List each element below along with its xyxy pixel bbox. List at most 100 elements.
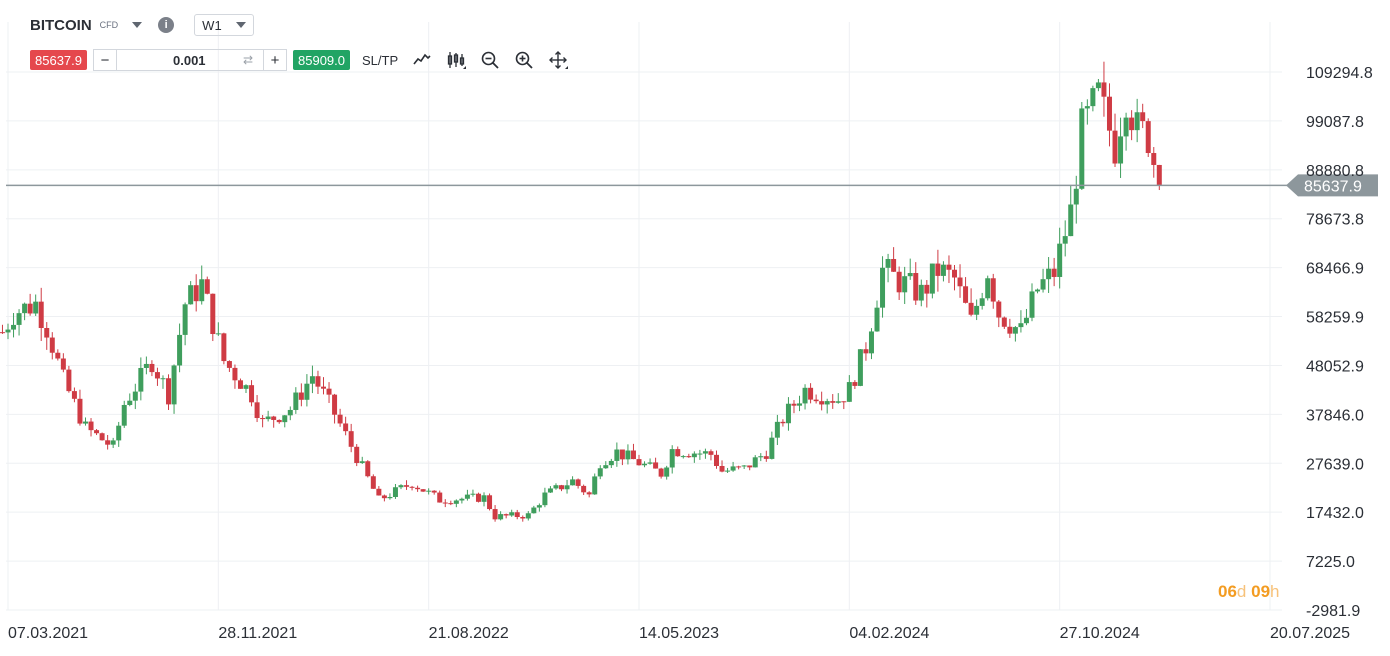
- candle-body: [835, 401, 841, 403]
- candle-body: [448, 503, 454, 505]
- candle-body: [918, 284, 924, 301]
- increase-button[interactable]: +: [270, 51, 280, 69]
- candle-body: [592, 476, 598, 495]
- candle-body: [946, 264, 952, 270]
- candle-body: [210, 293, 216, 335]
- sell-button[interactable]: 85637.9: [30, 50, 87, 70]
- quantity-stepper[interactable]: − 0.001 ⇄ +: [93, 49, 287, 71]
- candle-body: [614, 449, 620, 461]
- y-tick-label: 37846.0: [1306, 407, 1364, 424]
- y-tick-label: 17432.0: [1306, 505, 1364, 522]
- candle-body: [1079, 108, 1085, 189]
- decrease-button[interactable]: −: [100, 51, 110, 69]
- candlestick-icon[interactable]: [446, 50, 467, 70]
- y-tick-label: 68466.9: [1306, 261, 1364, 278]
- candle-body: [232, 367, 238, 381]
- x-tick-label: 28.11.2021: [218, 625, 297, 642]
- move-icon[interactable]: [548, 50, 569, 70]
- candle-body: [802, 387, 808, 404]
- candle-body: [321, 386, 326, 389]
- candle-body: [769, 437, 775, 459]
- candle-body: [1118, 136, 1124, 164]
- candle-body: [376, 488, 382, 496]
- current-price-tag: [1286, 174, 1378, 197]
- candle-body: [813, 399, 819, 402]
- candle-body: [475, 493, 481, 502]
- candle-body: [1073, 188, 1079, 205]
- candle-body: [846, 382, 852, 402]
- candle-body: [747, 465, 753, 468]
- candle-body: [431, 490, 437, 493]
- candle-body: [1084, 106, 1090, 109]
- candle-body: [260, 418, 266, 420]
- buy-button[interactable]: 85909.0: [293, 50, 350, 70]
- timer-days-unit: d: [1236, 582, 1247, 601]
- candle-body: [520, 517, 526, 519]
- candle-body: [1029, 291, 1035, 318]
- candle-body: [243, 385, 249, 389]
- candle-body: [22, 303, 28, 314]
- candle-body: [82, 421, 88, 424]
- candle-body: [597, 468, 603, 477]
- candle-body: [503, 514, 509, 516]
- candle-body: [1140, 112, 1146, 122]
- candle-body: [492, 509, 498, 520]
- candle-countdown-timer: 06d 09h: [1218, 582, 1280, 602]
- y-tick-label: 88880.8: [1306, 163, 1364, 180]
- candle-body: [680, 456, 686, 458]
- candle-body: [664, 467, 670, 477]
- candle-body: [636, 459, 642, 466]
- candle-body: [758, 456, 764, 458]
- candle-body: [929, 263, 935, 294]
- chevron-down-icon: [236, 22, 247, 28]
- candle-body: [154, 372, 160, 379]
- candle-body: [996, 301, 1002, 318]
- candle-body: [298, 392, 304, 400]
- sltp-button[interactable]: SL/TP: [362, 52, 399, 68]
- candle-body: [116, 425, 122, 441]
- info-icon[interactable]: i: [158, 17, 175, 33]
- candle-body: [913, 273, 919, 301]
- candle-body: [1040, 279, 1046, 290]
- candle-body: [509, 512, 515, 516]
- current-price-line: 85637.9: [6, 174, 1378, 197]
- candle-body: [470, 493, 476, 495]
- candle-body: [1012, 327, 1018, 334]
- symbol-dropdown-icon[interactable]: [132, 22, 143, 28]
- candle-body: [16, 313, 22, 325]
- candle-body: [110, 440, 116, 445]
- candle-body: [752, 457, 758, 468]
- candle-body: [0, 332, 5, 334]
- candle-body: [1129, 117, 1135, 131]
- zoom-in-icon[interactable]: [514, 50, 534, 70]
- candle-body: [404, 485, 410, 487]
- swap-icon[interactable]: ⇄: [242, 53, 253, 67]
- zoom-out-icon[interactable]: [480, 50, 500, 70]
- timeframe-select[interactable]: W1: [194, 14, 255, 36]
- candle-body: [581, 485, 587, 493]
- symbol-name: BITCOIN: [30, 16, 92, 34]
- candle-body: [730, 466, 736, 471]
- quantity-field[interactable]: 0.001 ⇄: [116, 50, 264, 70]
- candle-body: [487, 495, 493, 510]
- candle-body: [824, 401, 830, 405]
- candle-body: [570, 479, 576, 486]
- y-tick-label: 58259.9: [1306, 310, 1364, 327]
- candle-body: [237, 380, 243, 389]
- trade-bar: 85637.9 − 0.001 ⇄ + 85909.0 SL/TP: [30, 47, 569, 73]
- candlestick-series: [0, 61, 1162, 522]
- candle-body: [453, 500, 459, 504]
- candle-body: [896, 271, 902, 293]
- candle-body: [780, 421, 786, 424]
- candle-body: [625, 450, 631, 460]
- quantity-value: 0.001: [173, 52, 206, 68]
- candle-body: [88, 421, 94, 431]
- candle-body: [863, 349, 869, 354]
- candle-body: [304, 383, 310, 400]
- candle-body: [1123, 117, 1129, 137]
- line-chart-icon[interactable]: [412, 50, 432, 70]
- candle-body: [60, 358, 66, 370]
- candle-body: [525, 513, 531, 519]
- candle-body: [265, 416, 271, 420]
